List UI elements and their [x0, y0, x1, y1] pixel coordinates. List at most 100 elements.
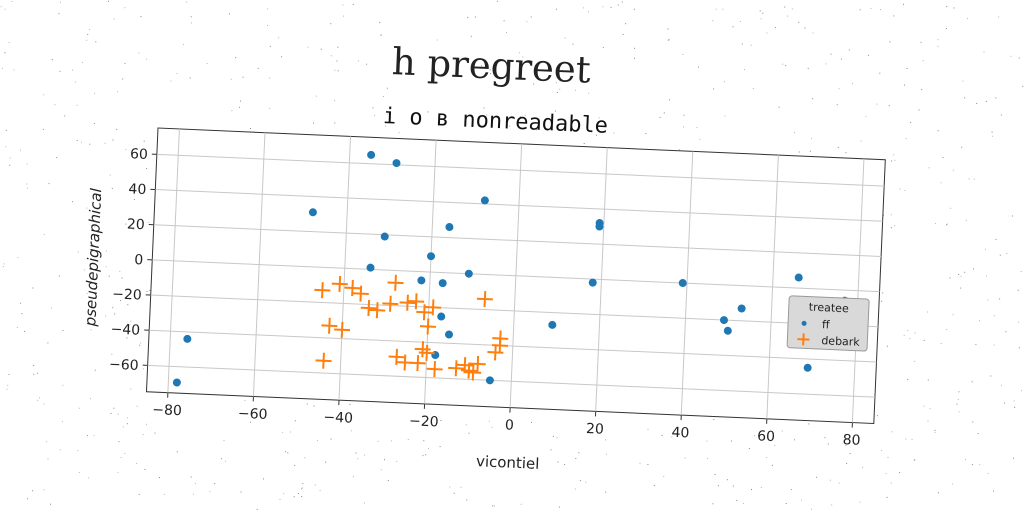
- point-ff: [480, 196, 489, 205]
- y-grid-line: [150, 294, 879, 328]
- point-ff: [427, 252, 436, 261]
- y-grid-line: [147, 364, 875, 398]
- point-debark: [465, 364, 482, 381]
- plus-v: [403, 354, 407, 371]
- y-grid-line: [152, 259, 880, 293]
- point-ff: [678, 279, 687, 288]
- plus-v: [498, 330, 502, 347]
- point-ff: [380, 232, 389, 241]
- y-grid-line: [156, 153, 885, 187]
- point-debark: [487, 344, 504, 361]
- point-debark: [414, 341, 431, 358]
- legend-label-debark: debark: [821, 334, 861, 349]
- x-tick-label: 40: [671, 425, 690, 442]
- point-ff: [595, 222, 604, 231]
- plus-v: [338, 275, 342, 292]
- plus-v: [431, 299, 435, 316]
- y-axis-label: pseudepigraphical: [81, 187, 105, 328]
- point-debark: [469, 355, 486, 372]
- point-debark: [387, 274, 404, 291]
- legend-label-ff: ff: [822, 318, 831, 331]
- point-debark: [331, 275, 348, 292]
- point-ff: [803, 363, 812, 372]
- point-ff: [392, 159, 401, 168]
- plus-v: [375, 302, 379, 319]
- legend: treatee ff debark: [786, 295, 870, 352]
- plus-v: [351, 279, 354, 297]
- y-grid-line: [153, 224, 882, 257]
- point-debark: [334, 321, 351, 338]
- legend-box: [786, 295, 870, 352]
- plus-v: [395, 348, 398, 365]
- point-ff: [438, 279, 447, 288]
- point-ff: [445, 223, 454, 232]
- point-debark: [408, 293, 425, 310]
- plus-v: [494, 344, 497, 361]
- point-debark: [492, 330, 509, 347]
- point-debark: [418, 344, 435, 361]
- point-debark: [321, 317, 338, 334]
- x-tick-label: −40: [323, 410, 353, 427]
- point-debark: [419, 318, 436, 335]
- point-debark: [416, 304, 433, 321]
- point-ff: [794, 273, 803, 282]
- y-tick-label: 60: [130, 146, 149, 163]
- point-debark: [315, 352, 332, 369]
- plus-v: [321, 282, 324, 299]
- y-tick-label: 40: [128, 181, 147, 198]
- point-ff: [464, 269, 473, 278]
- plus-v: [476, 355, 480, 372]
- point-debark: [448, 360, 465, 377]
- point-debark: [388, 348, 405, 365]
- point-ff: [366, 263, 375, 272]
- y-tick-label: −40: [110, 322, 140, 339]
- axis-ticks: −80 −60 −40 −20 0 20 40 60 80 −60 −40 −20 0 20 40 60: [109, 146, 861, 449]
- point-ff: [437, 312, 446, 321]
- point-debark: [352, 285, 369, 302]
- x-tick-label: −80: [152, 402, 182, 419]
- point-debark: [360, 300, 377, 317]
- plus-v: [414, 293, 418, 310]
- point-debark: [369, 302, 386, 319]
- data-marks: [172, 150, 849, 387]
- point-ff: [417, 276, 426, 285]
- point-debark: [425, 299, 442, 316]
- legend-title: treatee: [809, 301, 850, 316]
- point-debark: [399, 294, 416, 311]
- plus-v: [454, 360, 458, 377]
- plus-v: [467, 362, 471, 379]
- point-ff: [737, 304, 746, 313]
- grid-lines: [147, 128, 885, 423]
- x-tick-label: 80: [842, 432, 861, 449]
- point-ff: [445, 330, 454, 339]
- point-ff: [485, 376, 494, 385]
- plus-v: [322, 352, 325, 369]
- plus-v: [433, 361, 437, 378]
- point-ff: [172, 378, 181, 387]
- plus-v: [422, 304, 426, 321]
- point-debark: [409, 355, 426, 372]
- y-tick-label: −20: [112, 286, 142, 303]
- x-tick-label: −20: [409, 413, 439, 430]
- plus-v: [471, 364, 475, 381]
- y-grid-line: [149, 329, 877, 363]
- plus-v: [425, 344, 429, 361]
- y-tick-label: −60: [109, 357, 139, 374]
- point-ff: [723, 326, 732, 335]
- plus-v: [406, 294, 409, 311]
- legend-marker-debark: [797, 333, 810, 346]
- x-tick-label: 60: [757, 428, 776, 445]
- x-tick-label: 20: [586, 421, 605, 438]
- plus-v: [367, 300, 371, 317]
- y-tick-label: 20: [127, 217, 146, 234]
- point-debark: [460, 362, 477, 379]
- point-debark: [426, 361, 443, 378]
- point-ff: [588, 278, 597, 287]
- point-debark: [344, 279, 361, 297]
- y-grid-line: [155, 189, 883, 222]
- plus-v: [359, 285, 363, 302]
- point-ff: [719, 316, 728, 325]
- legend-marker-ff: [801, 320, 807, 326]
